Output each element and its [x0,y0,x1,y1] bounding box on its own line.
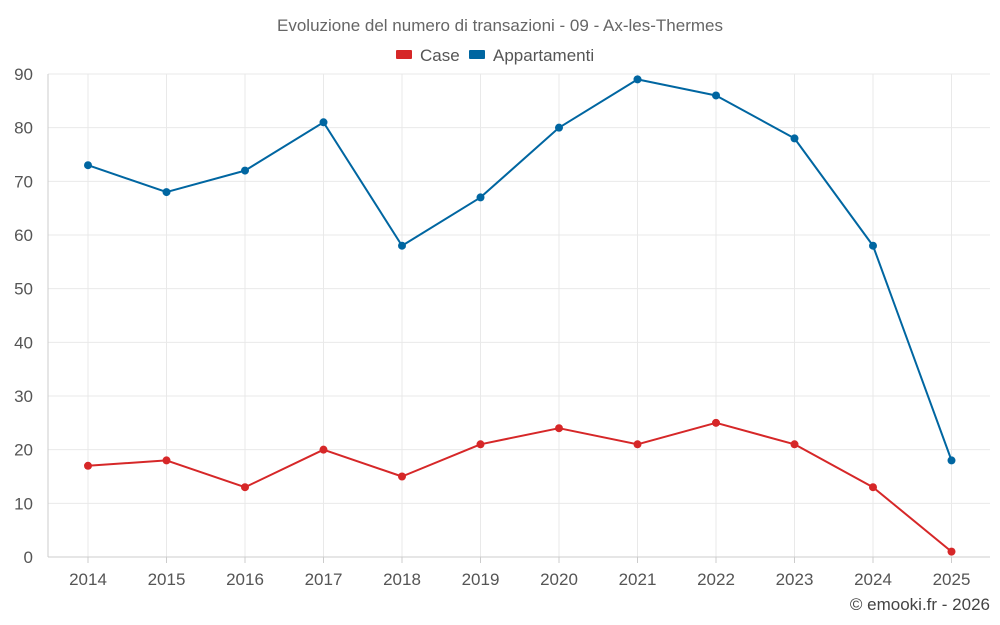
data-point[interactable] [84,161,92,170]
data-point[interactable] [162,456,171,465]
y-tick-label: 50 [14,280,33,299]
data-point[interactable] [869,241,877,250]
y-tick-label: 90 [14,65,33,84]
data-point[interactable] [790,440,799,449]
x-axis: 2014 2015 2016 2017 2018 2019 2020 2021 2022 2023… [48,556,990,589]
data-point[interactable] [319,445,328,454]
x-tick-label: 2025 [933,570,971,589]
x-tick-label: 2024 [854,570,892,589]
legend-label[interactable]: Case [420,46,460,65]
legend: Case Appartamenti [396,46,594,65]
data-point[interactable] [712,91,720,100]
y-tick-label: 0 [24,548,33,567]
x-tick-label: 2015 [148,570,186,589]
x-tick-label: 2019 [462,570,500,589]
series-case [84,418,956,556]
credit-text: © emooki.fr - 2026 [850,595,990,614]
y-tick-label: 30 [14,387,33,406]
legend-label[interactable]: Appartamenti [493,46,594,65]
data-point[interactable] [241,483,249,492]
y-tick-label: 40 [14,333,33,352]
y-tick-label: 20 [14,441,33,460]
data-point[interactable] [162,188,171,197]
data-point[interactable] [947,456,956,465]
series-line [87,421,953,553]
series-group [84,75,956,556]
x-tick-label: 2014 [69,570,107,589]
data-point[interactable] [790,134,799,143]
data-point[interactable] [633,440,642,449]
series-line [87,78,953,461]
grid [48,73,990,557]
legend-swatch [469,50,485,59]
y-tick-label: 60 [14,226,33,245]
data-point[interactable] [633,75,642,84]
x-tick-label: 2017 [305,570,343,589]
x-tick-label: 2022 [697,570,735,589]
x-tick-label: 2020 [540,570,578,589]
data-point[interactable] [319,118,328,127]
data-point[interactable] [398,241,406,250]
data-point[interactable] [476,440,485,449]
y-tick-label: 70 [14,172,33,191]
y-axis: 0 10 20 30 40 50 60 70 80 90 [14,65,49,567]
data-point[interactable] [84,461,92,470]
data-point[interactable] [241,166,249,175]
data-point[interactable] [555,123,563,132]
data-point[interactable] [869,483,877,492]
legend-swatch [396,50,412,59]
data-point[interactable] [712,418,720,427]
x-tick-label: 2023 [776,570,814,589]
series-appartamenti [84,75,956,465]
x-tick-label: 2016 [226,570,264,589]
y-tick-label: 10 [14,494,33,513]
data-point[interactable] [398,472,406,481]
data-point[interactable] [476,193,485,202]
y-tick-label: 80 [14,119,33,138]
chart-title: Evoluzione del numero di transazioni - 0… [277,16,723,35]
data-point[interactable] [947,547,956,556]
data-point[interactable] [555,424,563,433]
x-tick-label: 2021 [619,570,657,589]
x-tick-label: 2018 [383,570,421,589]
